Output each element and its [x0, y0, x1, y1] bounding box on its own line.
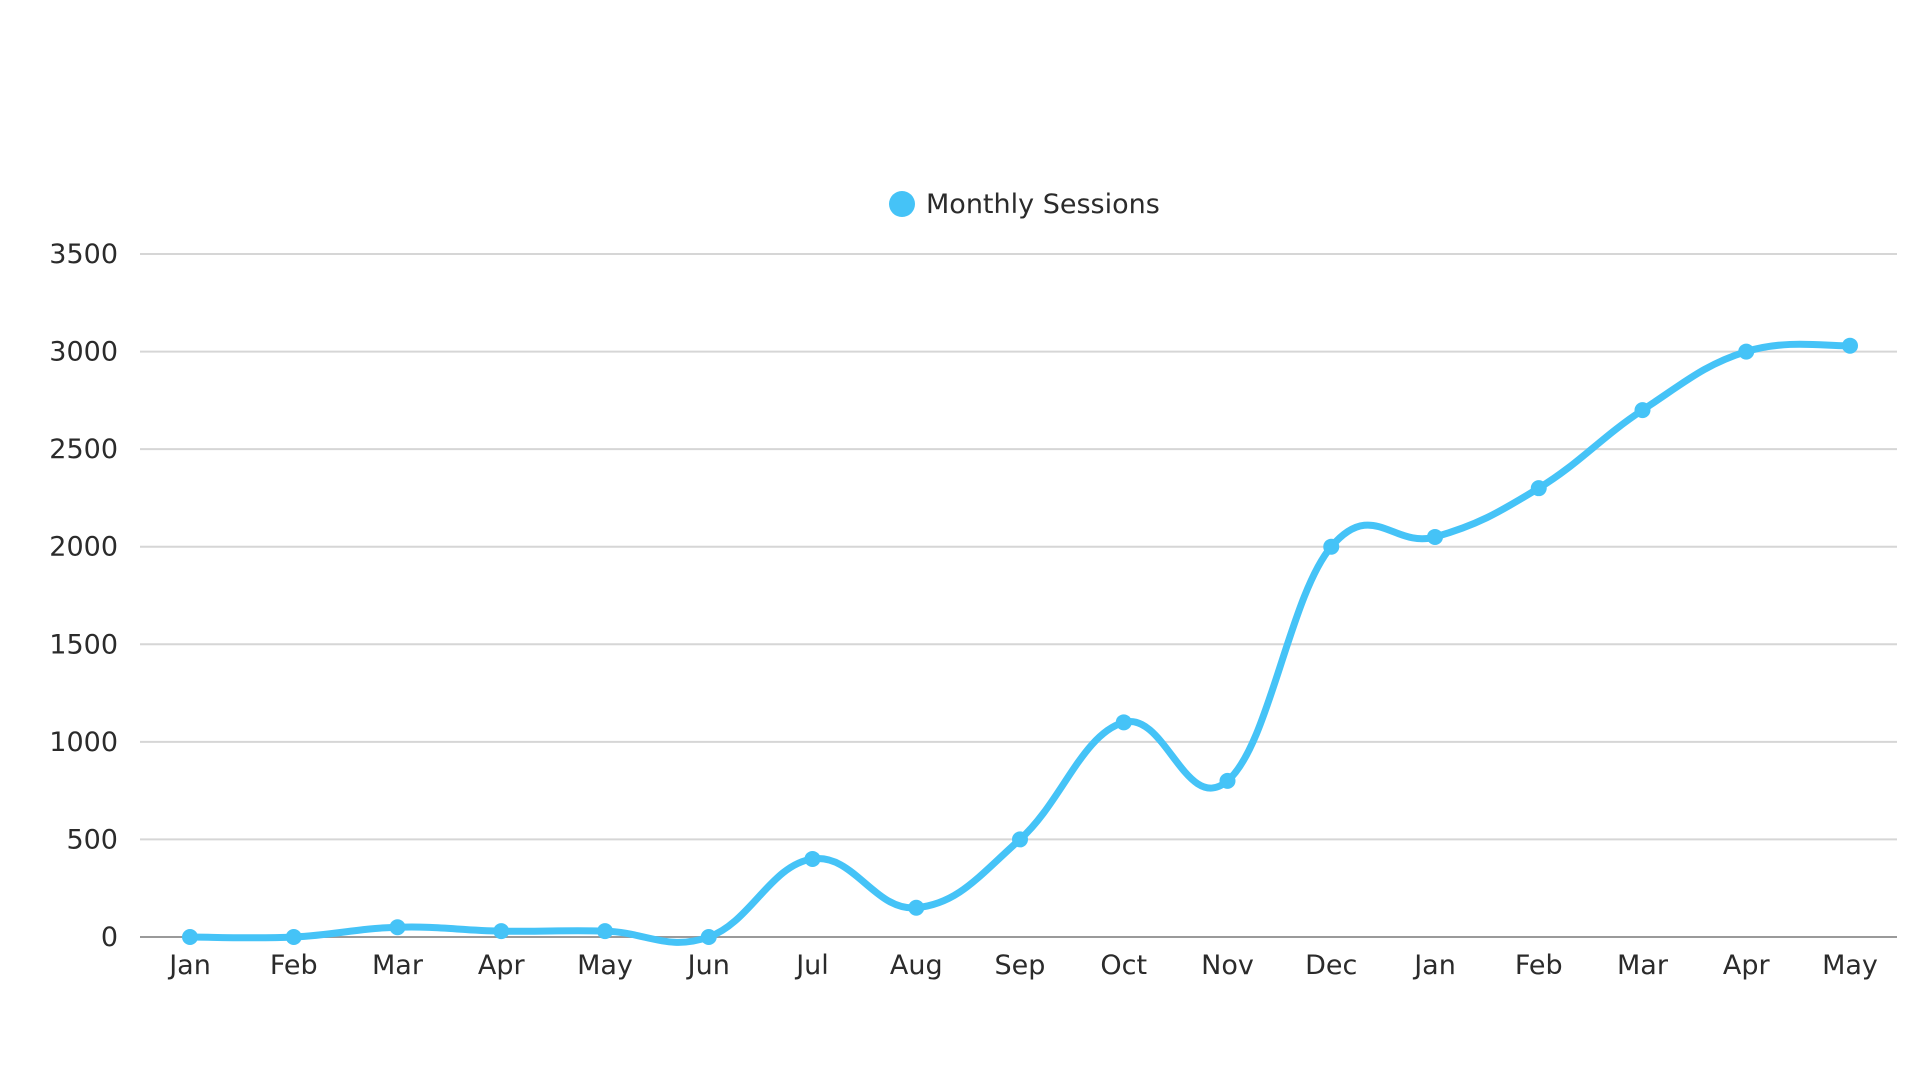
x-tick-label: Oct — [1100, 950, 1147, 981]
x-tick-label: Jan — [1412, 950, 1456, 981]
data-point[interactable] — [597, 923, 613, 940]
x-tick-label: Feb — [1515, 950, 1563, 981]
y-tick-label: 0 — [101, 922, 118, 953]
y-axis: 0 500 1000 1500 2000 2500 3000 3500 — [49, 239, 118, 953]
data-point[interactable] — [389, 919, 406, 936]
y-tick-label: 2500 — [49, 434, 118, 465]
data-point[interactable] — [700, 929, 717, 945]
data-point[interactable] — [1219, 772, 1236, 789]
data-point[interactable] — [493, 923, 510, 940]
data-point[interactable] — [1427, 528, 1443, 545]
x-axis: Jan Feb Mar Apr May Jun Jul Aug Sep Oct Nov Dec Jan F… — [167, 950, 1878, 981]
y-tick-label: 2000 — [49, 532, 118, 563]
data-point[interactable] — [1012, 831, 1028, 848]
y-tick-label: 500 — [66, 824, 118, 855]
x-tick-label: Apr — [478, 950, 526, 981]
x-tick-label: Nov — [1201, 950, 1254, 981]
data-point[interactable] — [1738, 343, 1755, 360]
x-tick-label: Jul — [794, 950, 829, 981]
data-point[interactable] — [908, 899, 925, 916]
x-tick-label: Jan — [167, 950, 211, 981]
data-point[interactable] — [1323, 538, 1340, 555]
y-tick-label: 1000 — [49, 727, 118, 758]
data-point[interactable] — [1842, 337, 1858, 354]
x-tick-label: Jun — [686, 950, 730, 981]
legend-marker-icon — [889, 191, 915, 217]
legend: Monthly Sessions — [889, 189, 1160, 220]
y-tick-label: 1500 — [49, 629, 118, 660]
x-tick-label: May — [577, 950, 633, 981]
series-layer — [182, 337, 1858, 946]
grid-layer — [140, 253, 1897, 938]
data-point[interactable] — [1115, 714, 1132, 731]
x-tick-label: May — [1822, 950, 1878, 981]
x-tick-label: Apr — [1723, 950, 1771, 981]
x-tick-label: Feb — [270, 950, 318, 981]
data-point[interactable] — [804, 850, 821, 867]
x-tick-label: Mar — [372, 950, 424, 981]
x-tick-label: Sep — [995, 950, 1046, 981]
y-tick-label: 3500 — [49, 239, 118, 270]
x-tick-label: Mar — [1617, 950, 1669, 981]
data-point[interactable] — [1634, 402, 1651, 419]
y-tick-label: 3000 — [49, 337, 118, 368]
x-tick-label: Aug — [890, 950, 943, 981]
data-point[interactable] — [182, 929, 198, 945]
data-point[interactable] — [1530, 480, 1547, 497]
legend-label: Monthly Sessions — [926, 189, 1160, 220]
x-tick-label: Dec — [1305, 950, 1357, 981]
data-point[interactable] — [285, 929, 302, 945]
